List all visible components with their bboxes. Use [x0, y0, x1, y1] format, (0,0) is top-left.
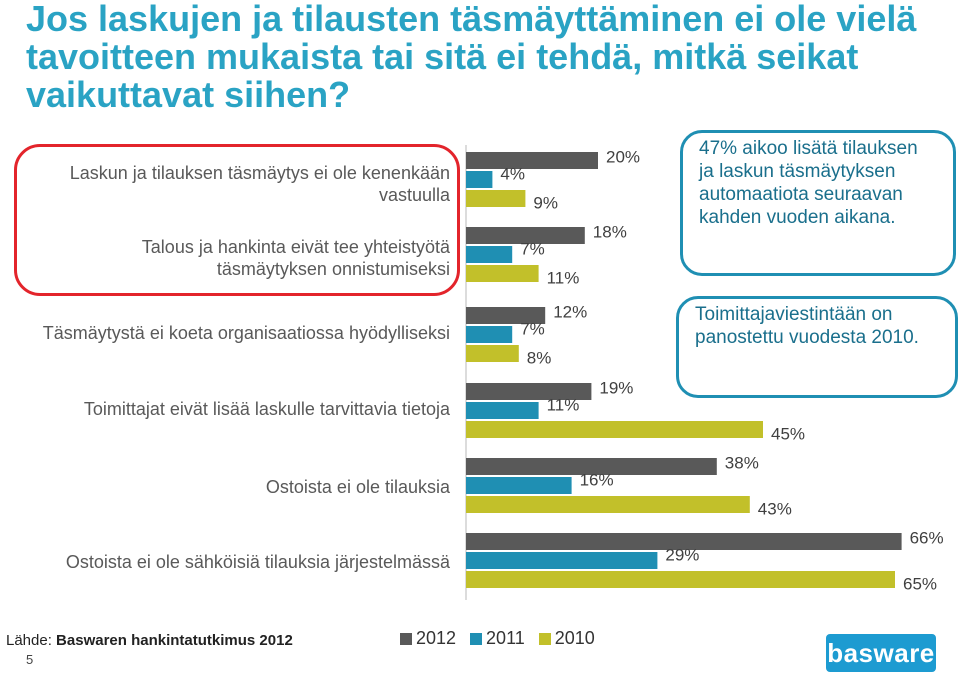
value-label-2011-cat4: 16%	[580, 471, 614, 490]
bar-2011-cat4	[466, 477, 572, 494]
category-label-supplier-info: Toimittajat eivät lisää laskulle tarvitt…	[83, 399, 450, 419]
bar-2012-cat2	[466, 307, 546, 324]
value-label-2011-cat1: 7%	[520, 240, 545, 259]
bar-2010-cat3	[466, 421, 763, 438]
page-number: 5	[26, 652, 34, 667]
legend-swatch-2012	[400, 632, 412, 645]
value-label-2012-cat4: 38%	[725, 454, 759, 473]
value-label-2010-cat1: 11%	[547, 269, 580, 288]
bar-2010-cat2	[466, 345, 519, 362]
category-label-responsibility: Laskun ja tilauksen täsmäytys ei ole ken…	[69, 163, 450, 205]
bar-2010-cat0	[466, 190, 526, 207]
value-label-2012-cat2: 12%	[553, 303, 587, 322]
bar-2010-cat5	[466, 571, 895, 588]
legend-label-2012: 2012	[416, 628, 457, 648]
value-label-2011-cat3: 11%	[547, 396, 580, 415]
category-label-no-orders: Ostoista ei ole tilauksia	[265, 477, 450, 497]
legend-item-2011: 2011	[470, 628, 525, 649]
bar-2011-cat1	[466, 246, 513, 263]
value-label-2010-cat2: 8%	[527, 349, 552, 368]
bar-2011-cat0	[466, 171, 493, 188]
bar-2012-cat1	[466, 227, 585, 244]
legend-item-2010: 2010	[538, 628, 595, 649]
value-label-2011-cat5: 29%	[665, 546, 699, 565]
bar-2011-cat3	[466, 402, 539, 419]
source-name: Baswaren hankintatutkimus 2012	[56, 632, 293, 649]
basware-logo: basware	[826, 634, 936, 672]
source-note: Lähde: Baswaren hankintatutkimus 2012	[6, 632, 293, 649]
value-label-2010-cat0: 9%	[533, 194, 558, 213]
callout-supplier-communication: Toimittajaviestintään on panostettu vuod…	[676, 296, 958, 398]
bar-2012-cat5	[466, 533, 902, 550]
bar-2012-cat4	[466, 458, 717, 475]
value-label-2011-cat0: 4%	[500, 165, 525, 184]
value-label-2012-cat3: 19%	[599, 379, 633, 398]
value-label-2010-cat4: 43%	[758, 500, 792, 519]
value-label-2012-cat0: 20%	[606, 148, 640, 167]
callout-automation: 47% aikoo lisätä tilauksen ja laskun täs…	[680, 130, 956, 276]
value-label-2010-cat3: 45%	[771, 425, 805, 444]
source-prefix: Lähde:	[6, 632, 57, 649]
category-label-usefulness: Täsmäytystä ei koeta organisaatiossa hyö…	[42, 323, 450, 343]
legend-swatch-2011	[470, 632, 483, 645]
value-label-2010-cat5: 65%	[903, 575, 937, 594]
bar-2010-cat4	[466, 496, 750, 513]
category-label-no-electronic-orders: Ostoista ei ole sähköisiä tilauksia järj…	[65, 552, 450, 572]
value-label-2012-cat5: 66%	[910, 529, 944, 548]
value-label-2012-cat1: 18%	[593, 223, 627, 242]
value-label-2011-cat2: 7%	[520, 320, 545, 339]
bar-2010-cat1	[466, 265, 539, 282]
chart-legend: 2012 2011 2010	[400, 628, 595, 649]
legend-label-2011: 2011	[486, 628, 525, 648]
page-title: Jos laskujen ja tilausten täsmäyttäminen…	[26, 0, 917, 115]
bar-2012-cat0	[466, 152, 598, 169]
legend-swatch-2010	[538, 632, 551, 645]
bar-2011-cat2	[466, 326, 513, 343]
legend-item-2012: 2012	[400, 628, 456, 649]
legend-label-2010: 2010	[554, 628, 595, 648]
category-label-cooperation: Talous ja hankinta eivät tee yhteistyötä…	[141, 237, 450, 279]
bar-2012-cat3	[466, 383, 592, 400]
bar-2011-cat5	[466, 552, 658, 569]
highlight-frame	[14, 144, 460, 296]
